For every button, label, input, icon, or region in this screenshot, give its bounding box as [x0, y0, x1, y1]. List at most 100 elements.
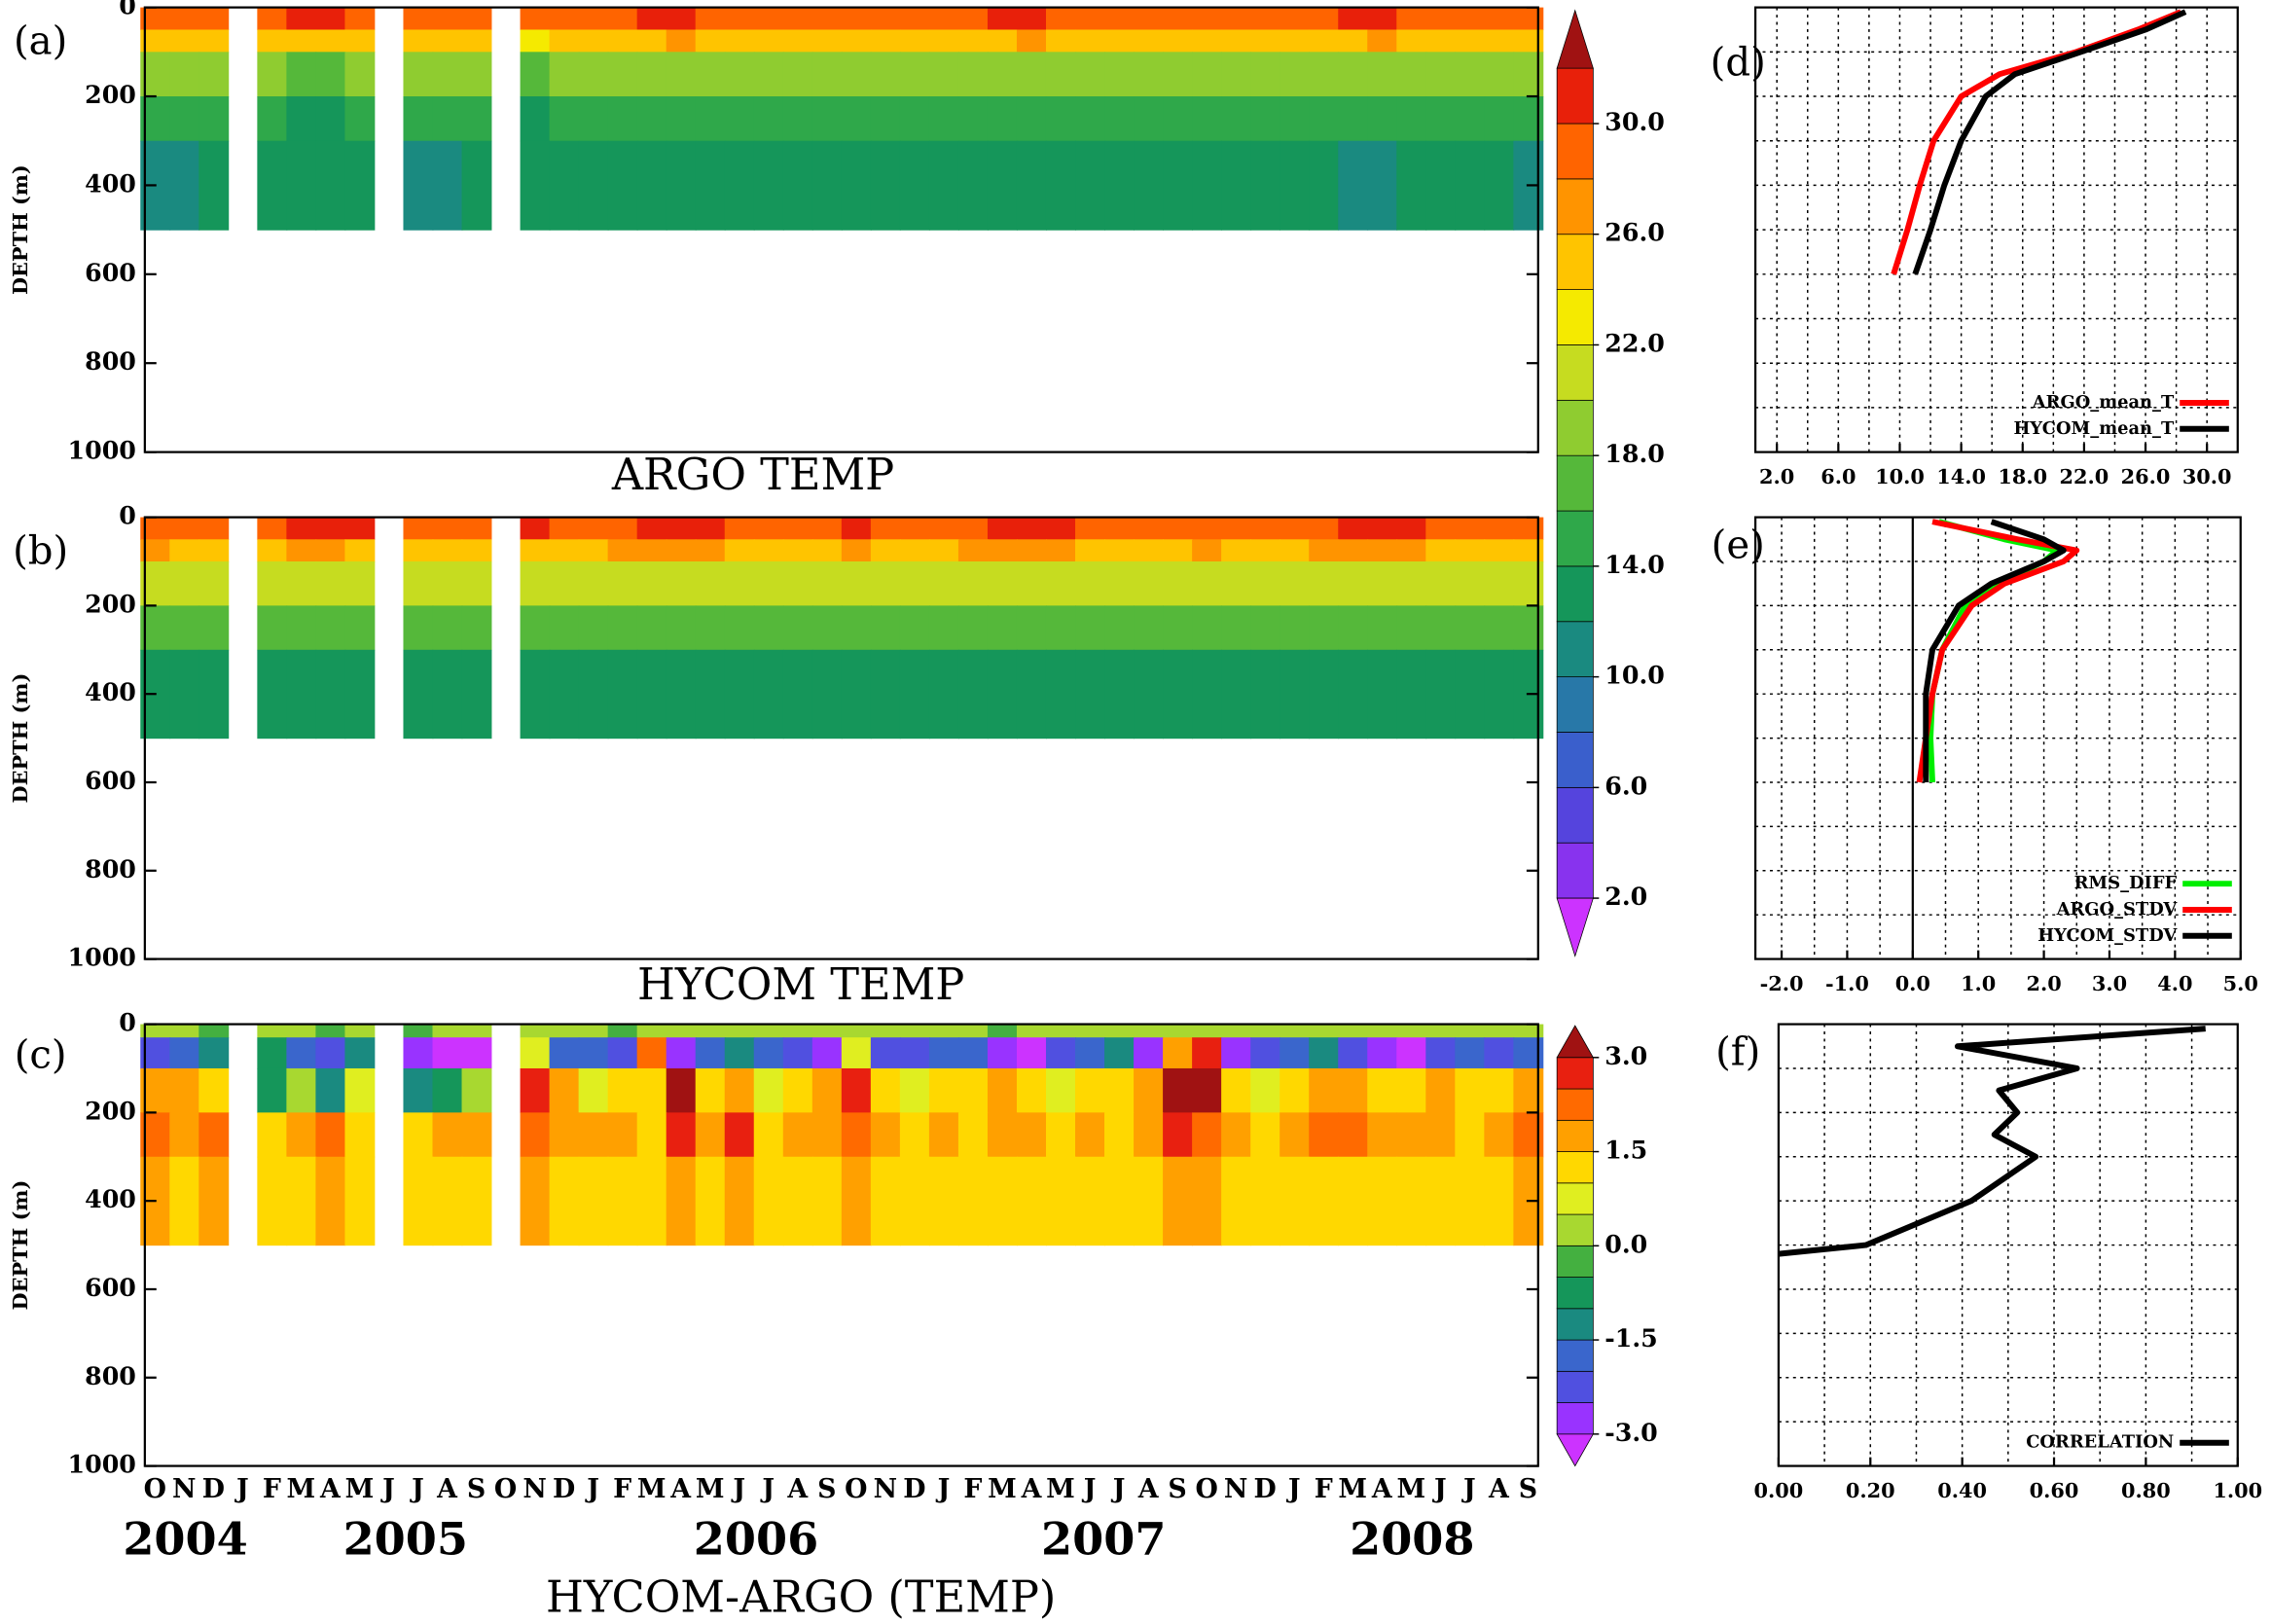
contour-cell — [666, 1037, 697, 1069]
contour-cell — [286, 29, 317, 53]
contour-cell — [782, 1024, 813, 1038]
contour-cell — [432, 52, 463, 97]
contour-cell — [695, 649, 726, 740]
x-tick-label: O — [845, 1474, 867, 1504]
contour-cell — [1484, 29, 1515, 53]
x-tick-label: 0.20 — [1846, 1478, 1895, 1502]
contour-cell — [782, 140, 813, 231]
contour-cell — [782, 649, 813, 740]
x-tick-label: J — [731, 1474, 745, 1504]
contour-cell — [724, 1067, 755, 1113]
contour-cell — [811, 539, 843, 562]
contour-cell — [1367, 649, 1398, 740]
contour-cell — [899, 1024, 930, 1038]
contour-cell — [636, 7, 667, 31]
contour-cell — [607, 605, 638, 651]
contour-cell — [724, 29, 755, 53]
contour-cell — [1075, 29, 1105, 53]
contour-cell — [1045, 1112, 1076, 1158]
contour-cell — [520, 140, 551, 231]
contour-cell — [520, 649, 551, 740]
contour-cell — [1484, 52, 1515, 97]
contour-cell — [724, 1037, 755, 1069]
x-tick-label: 0.00 — [1754, 1478, 1804, 1502]
contour-cell — [695, 1037, 726, 1069]
contour-cell — [870, 1067, 901, 1113]
contour-cell — [1163, 1112, 1194, 1158]
colorbar-tick-label: 3.0 — [1604, 1041, 1647, 1070]
x-tick-label: 22.0 — [2060, 464, 2109, 488]
contour-cell — [695, 560, 726, 606]
contour-cell — [1280, 560, 1311, 606]
contour-cell — [1425, 1156, 1457, 1246]
colorbar-box — [1556, 289, 1594, 345]
contour-cell — [636, 649, 667, 740]
contour-cell — [1104, 539, 1135, 562]
contour-cell — [461, 605, 492, 651]
x-tick-label: 18.0 — [1998, 464, 2047, 488]
colorbar-high-triangle — [1556, 9, 1594, 69]
x-tick-label: M — [696, 1474, 725, 1504]
contour-cell — [1250, 517, 1281, 540]
profile-line — [1912, 9, 2187, 275]
contour-cell — [724, 140, 755, 231]
contour-cell — [1484, 539, 1515, 562]
contour-cell — [957, 52, 989, 97]
contour-cell — [607, 1037, 638, 1069]
contour-cell — [1075, 517, 1105, 540]
contour-cell — [899, 52, 930, 97]
contour-cell — [1075, 560, 1105, 606]
contour-cell — [1338, 517, 1369, 540]
contour-cell — [782, 517, 813, 540]
contour-cell — [1075, 96, 1105, 142]
contour-cell — [1104, 1037, 1135, 1069]
contour-cell — [1045, 560, 1076, 606]
contour-cell — [1309, 560, 1340, 606]
contour-cell — [782, 7, 813, 31]
contour-cell — [1045, 52, 1076, 97]
contour-cell — [1045, 140, 1076, 231]
contour-cell — [811, 52, 843, 97]
contour-cell — [344, 1024, 376, 1038]
colorbar-box — [1556, 1213, 1594, 1246]
contour-cell — [520, 96, 551, 142]
contour-cell — [636, 140, 667, 231]
contour-cell — [1425, 539, 1457, 562]
contour-cell — [987, 96, 1018, 142]
contour-cell — [1163, 52, 1194, 97]
contour-cell — [811, 7, 843, 31]
contour-cell — [1338, 605, 1369, 651]
contour-cell — [1280, 52, 1311, 97]
contour-cell — [841, 605, 872, 651]
y-tick-label: 200 — [85, 80, 136, 109]
contour-cell — [928, 1156, 959, 1246]
y-axis-label: DEPTH (m) — [8, 1180, 32, 1311]
contour-cell — [753, 1024, 784, 1038]
colorbar-box — [1556, 344, 1594, 401]
contour-cell — [1221, 1024, 1252, 1038]
legend-label: ARGO_STDV — [2056, 899, 2179, 920]
contour-cell — [1250, 1037, 1281, 1069]
contour-cell — [432, 1037, 463, 1069]
contour-cell — [607, 140, 638, 231]
contour-cell — [1192, 1037, 1223, 1069]
contour-cell — [549, 1112, 580, 1158]
contour-cell — [753, 649, 784, 740]
contour-cell — [1104, 1156, 1135, 1246]
x-tick-label: 30.0 — [2182, 464, 2232, 488]
contour-cell — [1134, 1037, 1164, 1069]
contour-cell — [1045, 649, 1076, 740]
contour-cell — [198, 1037, 230, 1069]
contour-cell — [782, 539, 813, 562]
contour-cell — [695, 29, 726, 53]
contour-cell — [1221, 649, 1252, 740]
year-label: 2006 — [694, 1512, 818, 1565]
colorbar-tick-label: 0.0 — [1604, 1229, 1647, 1258]
contour-cell — [607, 1156, 638, 1246]
contour-cell — [1425, 605, 1457, 651]
panel-label: (d) — [1711, 41, 1766, 86]
contour-cell — [695, 517, 726, 540]
contour-cell — [811, 1024, 843, 1038]
contour-cell — [987, 517, 1018, 540]
x-tick-label: A — [786, 1474, 809, 1504]
